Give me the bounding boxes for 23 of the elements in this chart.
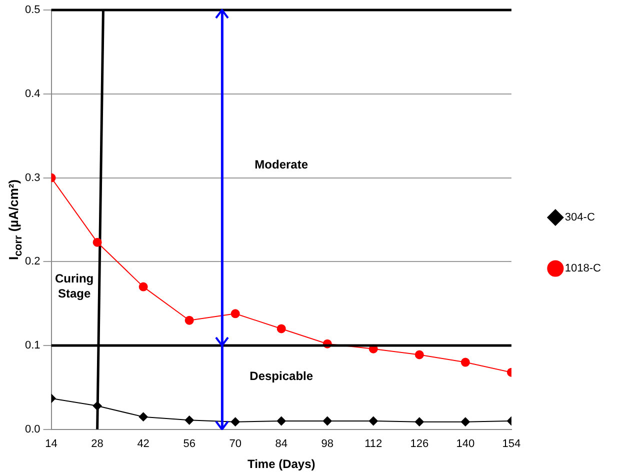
annotation: Despicable bbox=[250, 368, 314, 383]
y-tick-label: 0.4 bbox=[24, 88, 40, 100]
x-tick-label: 98 bbox=[321, 438, 334, 450]
x-axis-title: Time (Days) bbox=[247, 457, 316, 472]
x-tick-label: 154 bbox=[502, 438, 521, 450]
x-tick-label: 70 bbox=[229, 438, 242, 450]
y-tick-label: 0.0 bbox=[24, 423, 40, 436]
y-tick-label: 0.5 bbox=[24, 4, 40, 16]
x-tick-label: 42 bbox=[137, 438, 150, 450]
y-tick-label: 0.2 bbox=[24, 256, 40, 268]
x-tick-label: 140 bbox=[456, 438, 475, 450]
x-tick-label: 84 bbox=[275, 438, 288, 450]
x-tick-label: 126 bbox=[410, 438, 429, 450]
y-tick-label: 0.3 bbox=[24, 172, 40, 184]
y-tick-label: 0.1 bbox=[24, 340, 40, 352]
x-tick-label: 14 bbox=[45, 438, 58, 450]
annotation: Moderate bbox=[254, 157, 308, 172]
x-tick-label: 28 bbox=[91, 438, 104, 450]
x-tick-label: 56 bbox=[183, 438, 196, 450]
legend-label: 1018-C bbox=[564, 262, 602, 275]
x-tick-label: 112 bbox=[364, 438, 382, 450]
legend-label: 304-C bbox=[564, 212, 595, 224]
annotation: Curing Stage bbox=[54, 272, 94, 301]
